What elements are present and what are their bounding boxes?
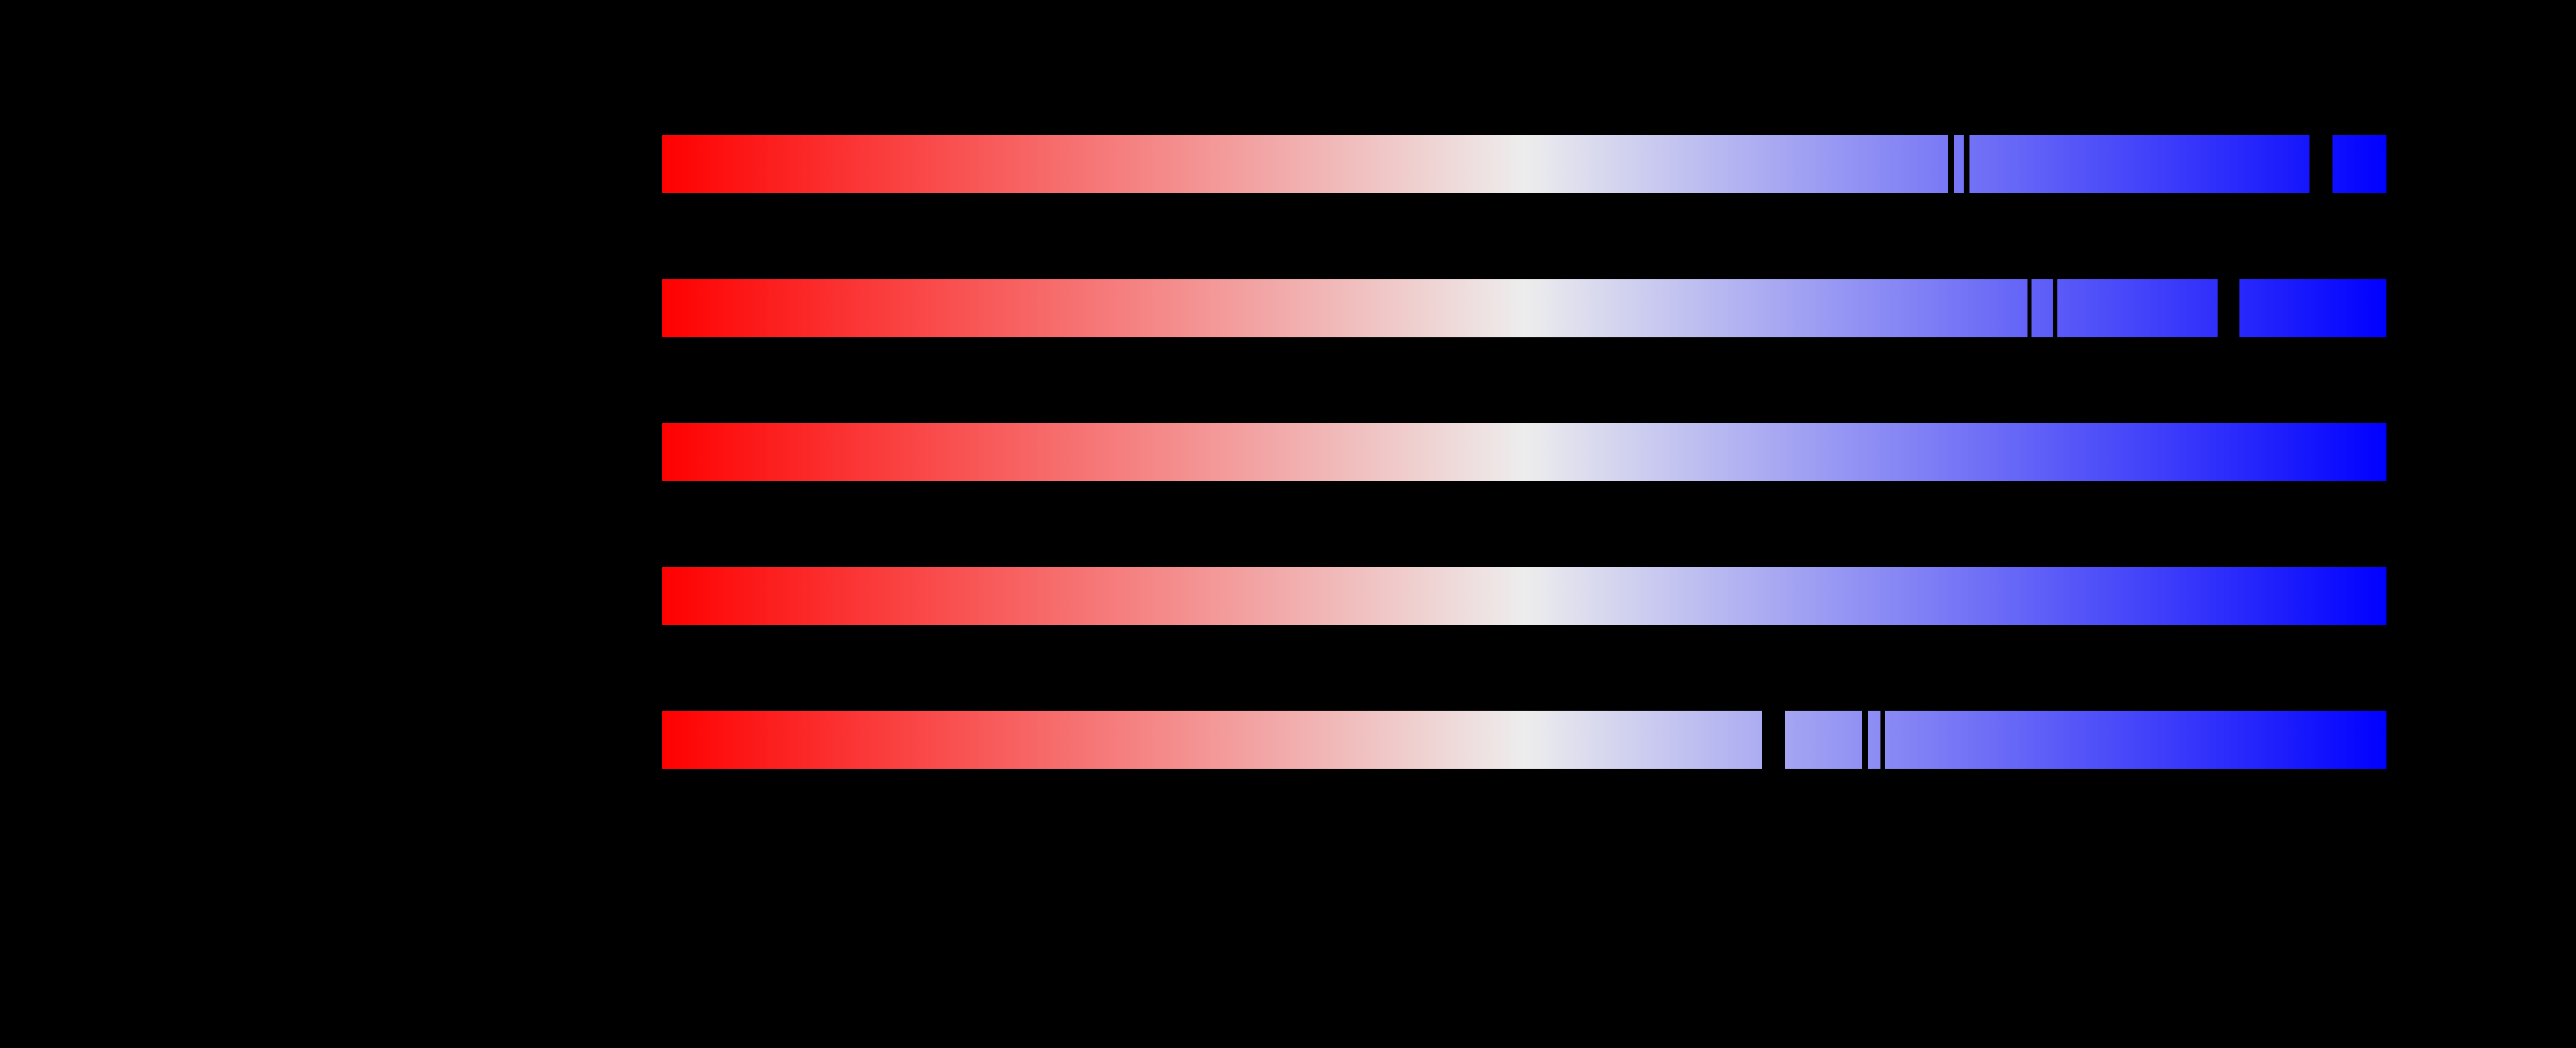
colorbar-row-4 bbox=[662, 567, 2386, 625]
colorbar-segment bbox=[662, 711, 1762, 769]
colorbar-row-5 bbox=[662, 711, 2386, 769]
colorbar-segment bbox=[1969, 135, 2310, 193]
colorbar-segment bbox=[2332, 135, 2386, 193]
colorbar-segment bbox=[1867, 711, 1880, 769]
colorbar-segment bbox=[2057, 279, 2218, 337]
colorbar-segment bbox=[662, 279, 2028, 337]
colorbar-segment bbox=[2239, 279, 2386, 337]
colorbar-segment bbox=[1954, 135, 1964, 193]
colorbar-row-3 bbox=[662, 423, 2386, 481]
colorbar-segment bbox=[662, 423, 2386, 481]
colorbar-segment bbox=[662, 135, 1948, 193]
colorbar-segment bbox=[662, 567, 2386, 625]
colorbar-segment bbox=[1785, 711, 1863, 769]
colorbar-segment bbox=[1885, 711, 2386, 769]
colorbar-row-2 bbox=[662, 279, 2386, 337]
colorbar-segment bbox=[2032, 279, 2053, 337]
colorbar-row-1 bbox=[662, 135, 2386, 193]
row-label-column bbox=[0, 0, 662, 1048]
